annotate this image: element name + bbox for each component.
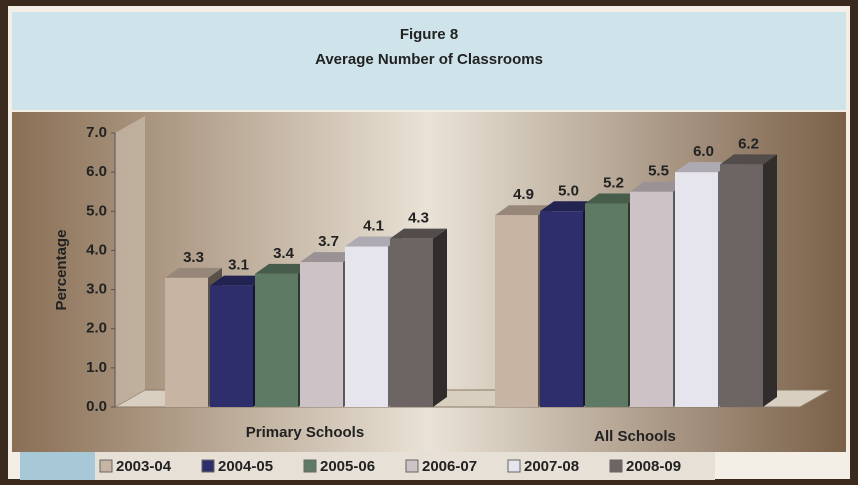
bar (300, 262, 343, 407)
y-tick-label: 1.0 (86, 359, 107, 376)
legend-decor (20, 452, 95, 480)
x-tick-label: Primary Schools (246, 424, 364, 441)
bar (675, 172, 718, 407)
bar (585, 203, 628, 407)
bar-top (720, 154, 777, 165)
bar-side (433, 228, 447, 407)
x-tick-label: All Schools (594, 428, 676, 445)
bar (210, 285, 253, 407)
y-axis-label: Percentage (53, 230, 70, 311)
y-tick-label: 7.0 (86, 124, 107, 141)
legend-label: 2006-07 (422, 458, 477, 475)
bar (165, 277, 208, 407)
bar (720, 164, 763, 407)
bar-side (763, 154, 777, 407)
value-label: 3.4 (273, 245, 295, 262)
bar (630, 191, 673, 407)
value-label: 5.2 (603, 174, 624, 191)
legend-label: 2007-08 (524, 458, 579, 475)
value-label: 5.0 (558, 182, 579, 199)
legend-label: 2008-09 (626, 458, 681, 475)
bar (540, 211, 583, 407)
bar-top (345, 236, 402, 247)
bar (345, 246, 388, 407)
y-tick-label: 4.0 (86, 241, 107, 258)
y-tick-label: 3.0 (86, 281, 107, 298)
legend-swatch (303, 459, 317, 473)
bar-top (300, 252, 357, 263)
legend-swatch (405, 459, 419, 473)
bar-top (255, 263, 312, 274)
bar (255, 273, 298, 407)
value-label: 4.1 (363, 217, 384, 234)
value-label: 4.9 (513, 186, 534, 203)
value-label: 3.3 (183, 249, 204, 266)
bar (390, 238, 433, 407)
bar (495, 215, 538, 407)
bar-top (630, 181, 687, 192)
bar-top (165, 267, 222, 278)
value-label: 6.0 (693, 143, 714, 160)
bar-top (540, 201, 597, 212)
legend-swatch (201, 459, 215, 473)
legend-label: 2004-05 (218, 458, 273, 475)
title-box (12, 12, 846, 110)
legend-label: 2005-06 (320, 458, 375, 475)
chart-title: Figure 8 (400, 26, 458, 43)
bar-top (390, 228, 447, 239)
value-label: 5.5 (648, 163, 669, 180)
y-tick-label: 2.0 (86, 320, 107, 337)
value-label: 4.3 (408, 210, 429, 227)
value-label: 6.2 (738, 135, 759, 152)
legend-label: 2003-04 (116, 458, 172, 475)
legend-swatch (507, 459, 521, 473)
y-tick-label: 5.0 (86, 202, 107, 219)
back-wall (115, 116, 145, 407)
legend-swatch (609, 459, 623, 473)
y-tick-label: 6.0 (86, 163, 107, 180)
legend-swatch (99, 459, 113, 473)
bar-top (585, 193, 642, 204)
bar-top (675, 162, 732, 173)
chart-subtitle: Average Number of Classrooms (315, 51, 543, 68)
value-label: 3.1 (228, 257, 249, 274)
y-tick-label: 0.0 (86, 398, 107, 415)
bar-top (210, 275, 267, 286)
value-label: 3.7 (318, 233, 339, 250)
bar-top (495, 205, 552, 216)
